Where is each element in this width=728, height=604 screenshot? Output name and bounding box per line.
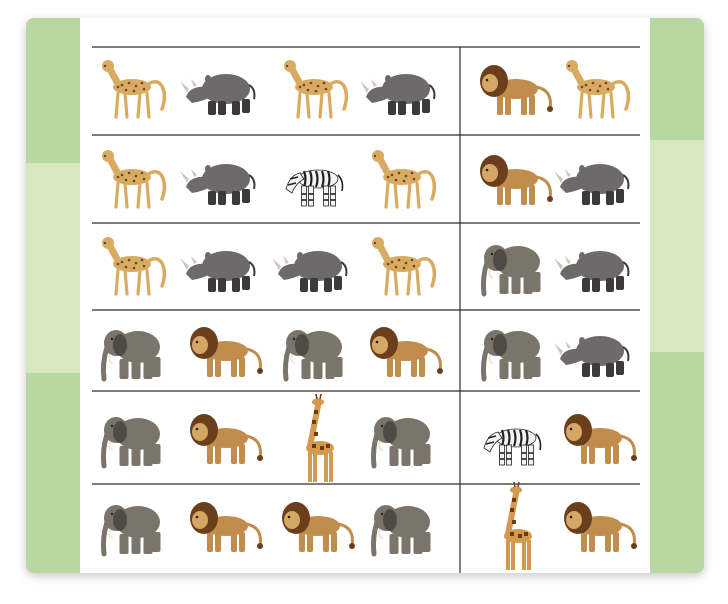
elephant-figure: [370, 417, 431, 469]
giraffe-figure: [504, 481, 532, 570]
rhino-figure: [180, 164, 256, 205]
rhino-figure: [554, 164, 630, 205]
rhino-figure: [180, 251, 256, 292]
cheetah-figure: [102, 150, 167, 209]
cheetah-figure: [566, 60, 631, 119]
worksheet-card: [26, 18, 704, 573]
lion-figure: [370, 327, 443, 377]
rhino-figure: [272, 251, 348, 292]
rhino-figure: [554, 251, 630, 292]
lion-figure: [564, 414, 637, 464]
cheetah-figure: [102, 60, 167, 119]
cheetah-figure: [372, 237, 437, 296]
right-border-band: [650, 352, 704, 573]
elephant-figure: [100, 505, 161, 557]
elephant-figure: [370, 505, 431, 557]
lion-figure: [190, 502, 263, 552]
lion-figure: [190, 414, 263, 464]
pattern-grid: [92, 46, 640, 573]
lion-figure: [190, 327, 263, 377]
right-border-band: [650, 18, 704, 140]
elephant-figure: [480, 330, 541, 382]
elephant-figure: [100, 330, 161, 382]
rhino-figure: [180, 74, 256, 115]
rhino-figure: [360, 74, 436, 115]
right-border-band-light: [650, 140, 704, 352]
left-border-band: [26, 18, 80, 163]
lion-figure: [480, 65, 553, 115]
worksheet-sheet: [80, 18, 650, 573]
cheetah-figure: [284, 60, 349, 119]
left-border-band: [26, 373, 80, 573]
left-border-band-light: [26, 163, 80, 373]
rhino-figure: [554, 336, 630, 377]
lion-figure: [564, 502, 637, 552]
elephant-figure: [100, 417, 161, 469]
lion-figure: [480, 155, 553, 205]
elephant-figure: [282, 330, 343, 382]
cheetah-figure: [102, 237, 167, 296]
zebra-figure: [285, 169, 344, 207]
elephant-figure: [480, 245, 541, 297]
zebra-figure: [483, 428, 542, 466]
lion-figure: [282, 502, 355, 552]
giraffe-figure: [306, 393, 334, 482]
cheetah-figure: [372, 150, 437, 209]
